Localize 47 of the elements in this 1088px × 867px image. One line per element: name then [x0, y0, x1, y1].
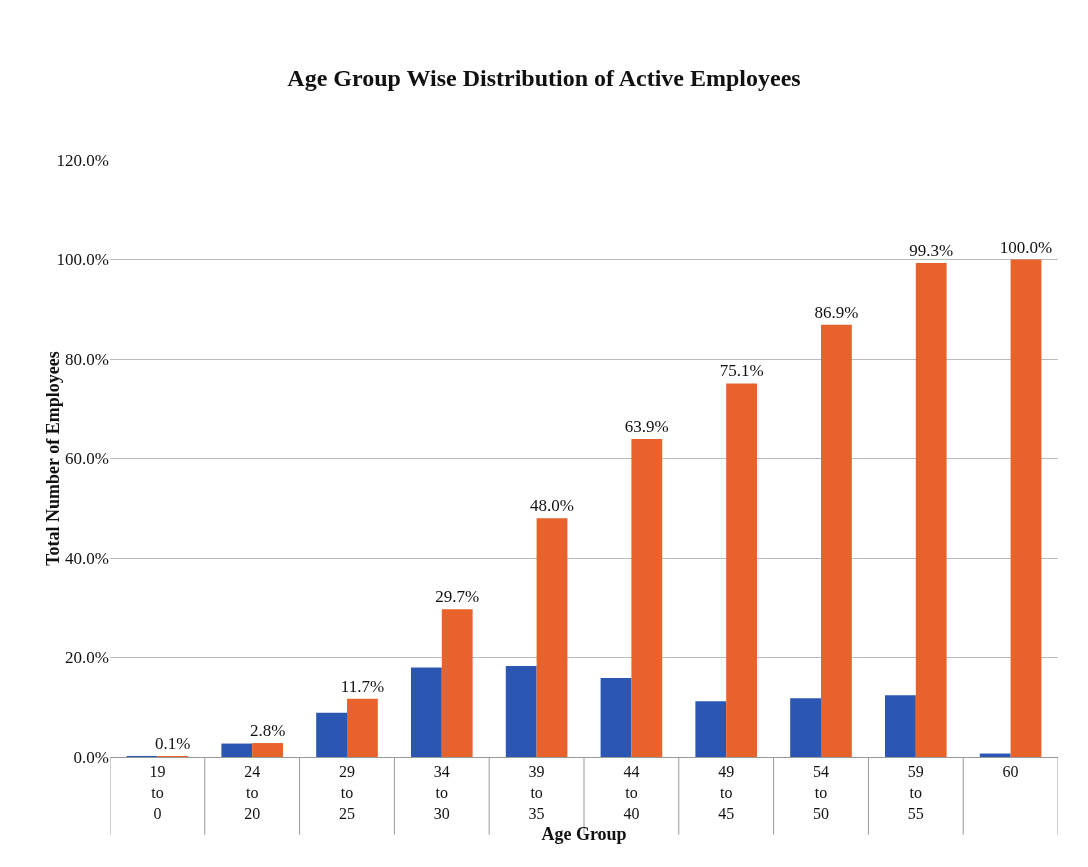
- x-tick-label: 49 to 45: [718, 763, 735, 822]
- x-tick-label: 39 to 35: [528, 763, 545, 822]
- data-label: 48.0%: [530, 496, 574, 516]
- chart-title: Age Group Wise Distribution of Active Employees: [287, 65, 801, 92]
- data-label: 63.9%: [624, 417, 669, 437]
- x-tick-label: 60: [1002, 763, 1019, 781]
- bar: [631, 439, 663, 757]
- x-tick-label: 34 to 30: [433, 763, 450, 822]
- data-label: 11.7%: [340, 676, 385, 696]
- x-tick-label: 54 to 50: [813, 763, 829, 822]
- bar: [316, 712, 347, 757]
- y-tick-label: 60.0%: [65, 449, 109, 469]
- y-tick-label: 40.0%: [65, 548, 109, 568]
- bar: [695, 701, 727, 757]
- bar: [505, 665, 537, 757]
- x-tick-label: 29 to 25: [339, 763, 355, 822]
- bar: [441, 609, 473, 757]
- bar: [410, 667, 442, 757]
- y-tick-label: 100.0%: [56, 250, 109, 270]
- y-tick-label: 0.0%: [73, 747, 109, 767]
- bar: [884, 695, 916, 757]
- y-tick-label: 20.0%: [65, 648, 109, 668]
- bar: [347, 698, 378, 757]
- data-label: 99.3%: [909, 240, 954, 260]
- data-label: 100.0%: [999, 237, 1053, 257]
- data-label: 0.1%: [155, 734, 191, 753]
- bar: [790, 698, 821, 757]
- bar: [915, 262, 947, 757]
- bar: [1010, 259, 1042, 757]
- x-tick-label: 44 to 40: [623, 763, 640, 822]
- y-tick-label: 120.0%: [56, 150, 109, 170]
- data-label: 75.1%: [719, 361, 764, 381]
- x-tick-label: 24 to 20: [244, 763, 261, 822]
- bar: [821, 324, 852, 757]
- bar: [221, 743, 253, 757]
- data-label: 2.8%: [249, 721, 286, 741]
- y-axis-title: Total Number of Employees: [43, 351, 64, 566]
- bar: [536, 518, 568, 757]
- x-tick-label: 19 to 0: [149, 763, 166, 822]
- bar: [726, 383, 758, 757]
- x-axis-title: Age Group: [541, 823, 627, 844]
- data-label: 86.9%: [814, 302, 859, 322]
- bar: [252, 743, 284, 757]
- x-tick-label: 59 to 55: [907, 763, 924, 822]
- bar: [600, 677, 632, 757]
- y-tick-label: 80.0%: [65, 349, 109, 369]
- data-label: 29.7%: [435, 587, 480, 607]
